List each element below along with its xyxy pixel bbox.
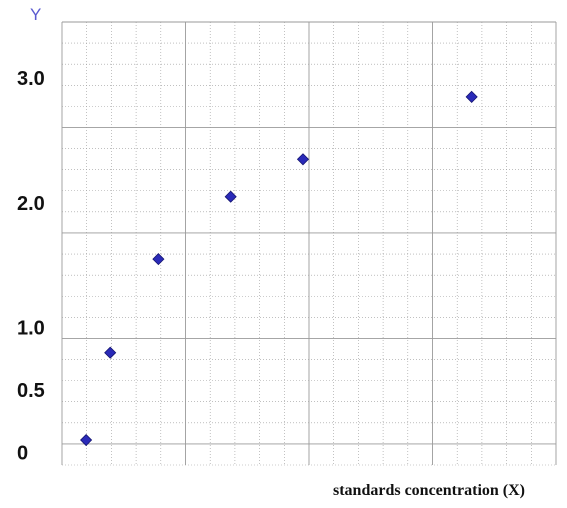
y-tick-label: 3.0 — [17, 68, 45, 90]
y-tick-label: 2.0 — [17, 193, 45, 215]
data-point — [104, 346, 117, 359]
data-point — [296, 153, 310, 166]
data-point — [80, 433, 93, 447]
y-tick-label: 1.0 — [17, 318, 45, 340]
data-point — [465, 90, 478, 103]
y-axis-tick-labels: 0 0.5 1.0 2.0 3.0 — [17, 68, 45, 464]
y-tick-label: 0.5 — [17, 380, 45, 402]
y-tick-label: 0 — [17, 443, 28, 465]
data-points — [80, 90, 478, 447]
y-axis-label: Y — [30, 5, 41, 24]
data-point — [152, 253, 165, 266]
x-axis-label: standards concentration (X) — [333, 482, 525, 499]
grid-lines — [61, 21, 557, 466]
data-point — [224, 190, 237, 203]
